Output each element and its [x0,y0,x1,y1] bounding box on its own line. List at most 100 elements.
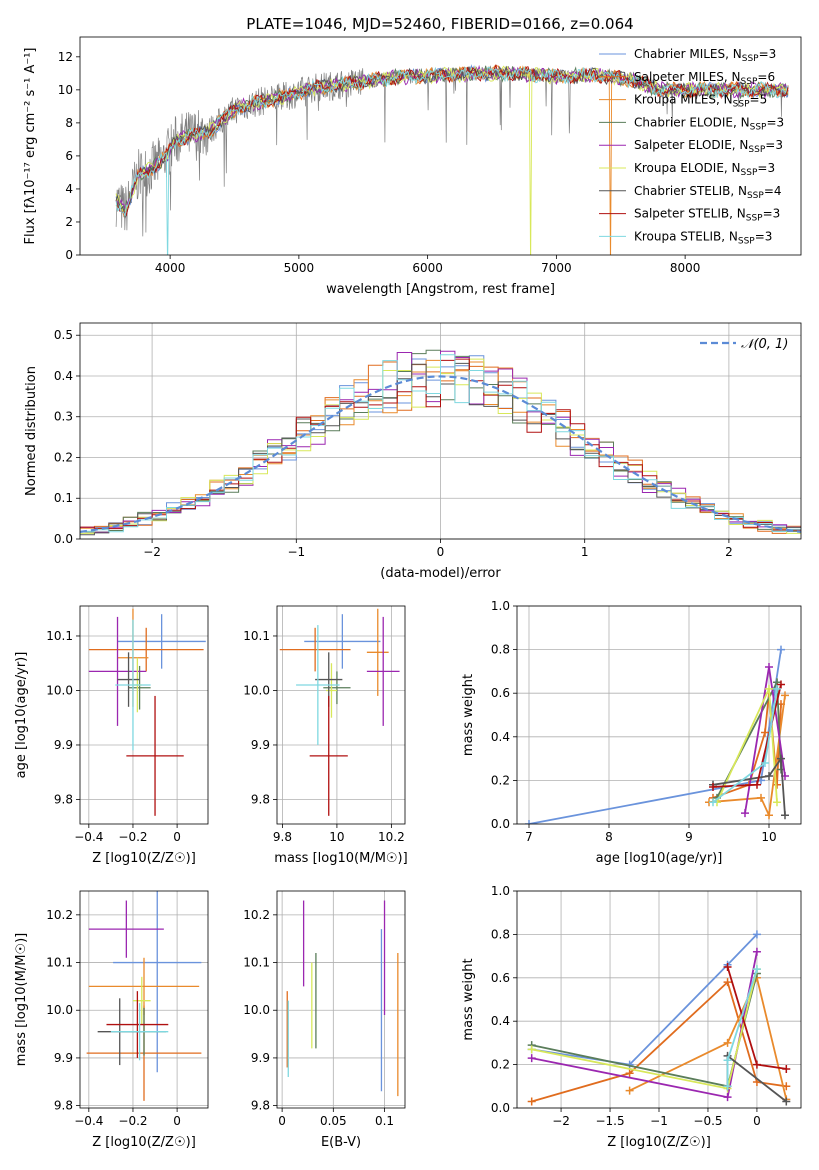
histogram-step [80,354,801,539]
legend-entry-name: Kroupa STELIB, N [634,229,738,243]
mass_vs_Z-plot-area [86,891,202,1101]
mass_vs_ebv-panel: 0 0.05 0.1 9.8 9.9 10.0 10.1 10.2 E(B-V) [243,890,406,1150]
weight-point-marker [765,663,773,672]
weight-point-marker [757,793,765,802]
weight-point-marker [782,1064,791,1073]
weight-series-line [531,933,758,1066]
y-tick-label: 9.8 [54,792,73,806]
weight-point-marker [723,1038,732,1047]
y-tick-label: 0.8 [491,927,510,941]
plots-layer: 4000 5000 6000 7000 8000024681012wavelength … [14,36,802,1150]
y-tick-label: 1.0 [491,599,510,613]
y-tick-label: 0.0 [491,817,510,831]
legend-entry-name: Chabrier STELIB, N [634,184,747,198]
x-tick-label: −0.2 [118,1114,147,1128]
y-tick-label: 10.1 [243,956,270,970]
weight-point-marker [777,645,785,654]
y-axis-label: mass weight [461,674,476,756]
mass_vs_ebv-plot-area [286,900,399,1097]
y-tick-label: 9.8 [251,1099,270,1113]
x-tick-label: −1 [650,1114,668,1128]
x-tick-label: 8000 [670,261,701,275]
y-tick-label: 9.8 [251,792,270,806]
axes-frame [516,605,802,825]
weight-point-marker [625,1086,634,1095]
weight-point-marker [752,965,761,974]
axes-frame [79,36,802,256]
y-tick-label: 9.9 [54,1051,73,1065]
weight-point-marker [761,728,769,737]
weight-point-marker [525,820,533,824]
legend-entry-name: Kroupa ELODIE, N [634,161,741,175]
x-axis-label: E(B-V) [321,1135,361,1150]
x-tick-label: 0 [437,545,445,559]
age_vs_mass-panel: 9.8 10 10.2 9.8 9.9 10.0 10.1 mass [log10(M/M☉)… [243,605,408,866]
x-tick-label: 0.1 [375,1114,394,1128]
y-tick-label: 0.6 [491,686,510,700]
legend-entry-count: =3 [765,138,783,152]
legend-entry: Chabrier MILES, NSSP=3 [634,47,776,64]
x-tick-label: −0.4 [74,1114,103,1128]
figure-title: PLATE=1046, MJD=52460, FIBERID=0166, z=0… [246,15,633,33]
weight-point-marker [761,758,769,767]
x-axis-label: Z [log10(Z/Z☉)] [92,1135,196,1150]
y-tick-label: 8 [65,116,73,130]
legend-entry-subscript: SSP [750,122,767,132]
y-tick-label: 4 [65,182,73,196]
x-tick-label: 5000 [284,261,315,275]
x-axis-label: (data-model)/error [380,566,501,581]
weight-point-marker [781,691,789,700]
legend-entry-name: Chabrier MILES, N [634,47,742,61]
weight-series-line [629,975,788,1100]
spectrum-model-line [115,65,789,255]
y-axis-label: Flux [fλ10⁻¹⁷ erg cm⁻² s⁻¹ A⁻¹] [23,48,38,245]
weight-point-marker [723,1082,732,1091]
y-tick-label: 10.2 [243,908,270,922]
legend-entry-subscript: SSP [741,168,758,178]
x-tick-label: 0 [173,1114,181,1128]
weight-point-marker [781,811,789,820]
x-tick-label: −1 [287,545,305,559]
weight-point-marker [709,798,717,807]
y-tick-label: 0.6 [491,971,510,985]
residuals-panel: −2 −1 0 1 2 0.0 0.1 0.2 0.3 0.4 0.5 (data-model)/er… [24,322,802,581]
weight-point-marker [765,772,773,781]
x-tick-label: 7 [525,830,533,844]
weight_vs_age-panel: 7 8 9 10 0.0 0.2 0.4 0.6 0.8 1.0 age [log10(age/yr… [461,599,802,866]
y-tick-label: 0.1 [54,491,73,505]
y-tick-label: 9.8 [54,1099,73,1113]
axes-frame [276,605,406,825]
legend-entry-subscript: SSP [746,214,763,224]
y-tick-label: 9.9 [251,1051,270,1065]
weight-point-marker [777,754,785,763]
weight-point-marker [773,798,781,807]
y-tick-label: 0.3 [54,410,73,424]
legend-entry: Kroupa ELODIE, NSSP=3 [634,161,775,178]
legend-entry-count: =5 [750,93,768,107]
y-tick-label: 10.0 [46,683,73,697]
legend-entry-name: Kroupa MILES, N [634,93,733,107]
x-axis-label: wavelength [Angstrom, rest frame] [326,282,555,297]
x-tick-label: −2 [552,1114,570,1128]
x-tick-label: 0 [278,1114,286,1128]
weight_vs_Z-plot-area [527,930,791,1106]
x-tick-label: −0.2 [118,830,147,844]
weight-series-line [712,693,782,799]
y-tick-label: 6 [65,149,73,163]
x-axis-label: age [log10(age/yr)] [596,851,723,866]
y-tick-label: 0.4 [491,730,510,744]
weight-point-marker [752,930,761,939]
weight-point-marker [527,1054,536,1063]
legend-entry-subscript: SSP [748,145,765,155]
legend-entry-count: =3 [759,47,777,61]
x-tick-label: 4000 [155,261,186,275]
x-tick-label: 10 [329,830,344,844]
residuals-plot-area [80,349,801,539]
y-tick-label: 0 [65,248,73,262]
spectrum-plot-area [115,64,789,255]
y-tick-label: 1.0 [491,884,510,898]
y-tick-label: 10.1 [46,629,73,643]
x-tick-label: −0.4 [74,830,103,844]
normal-reference-curve [80,375,801,533]
